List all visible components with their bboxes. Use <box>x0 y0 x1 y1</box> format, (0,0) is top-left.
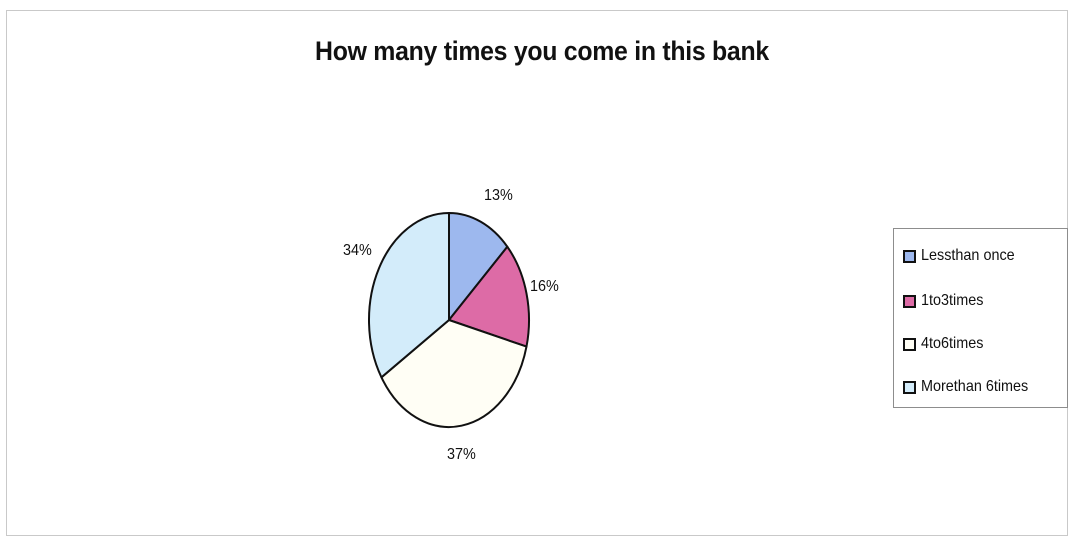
legend-label: Lessthan once <box>921 247 1015 264</box>
legend: Lessthan once 1to3times 4to6times Moreth… <box>893 228 1068 408</box>
legend-label: Morethan 6times <box>921 378 1029 395</box>
pie-slice-1-to-3-times <box>448 245 530 348</box>
legend-swatch-4-to-6-times <box>903 337 916 351</box>
data-label-more-than-6-times: 34% <box>343 242 372 259</box>
pie-slice-less-than-once <box>448 212 509 321</box>
chart-title: How many times you come in this bank <box>315 36 769 66</box>
legend-item-4-to-6-times: 4to6times <box>903 334 990 354</box>
legend-item-more-than-6-times: Morethan 6times <box>903 377 1040 397</box>
data-label-1-to-3-times: 16% <box>530 278 559 295</box>
legend-item-1-to-3-times: 1to3times <box>903 291 990 311</box>
pie-slice-more-than-6-times <box>368 212 450 379</box>
data-label-less-than-once: 13% <box>484 187 513 204</box>
data-label-4-to-6-times: 37% <box>447 446 476 463</box>
legend-label: 4to6times <box>921 335 984 352</box>
chart-area <box>6 10 1068 536</box>
legend-swatch-1-to-3-times <box>903 294 916 308</box>
legend-swatch-more-than-6-times <box>903 380 916 394</box>
legend-item-less-than-once: Lessthan once <box>903 246 1025 266</box>
legend-swatch-less-than-once <box>903 249 916 263</box>
legend-label: 1to3times <box>921 292 984 309</box>
